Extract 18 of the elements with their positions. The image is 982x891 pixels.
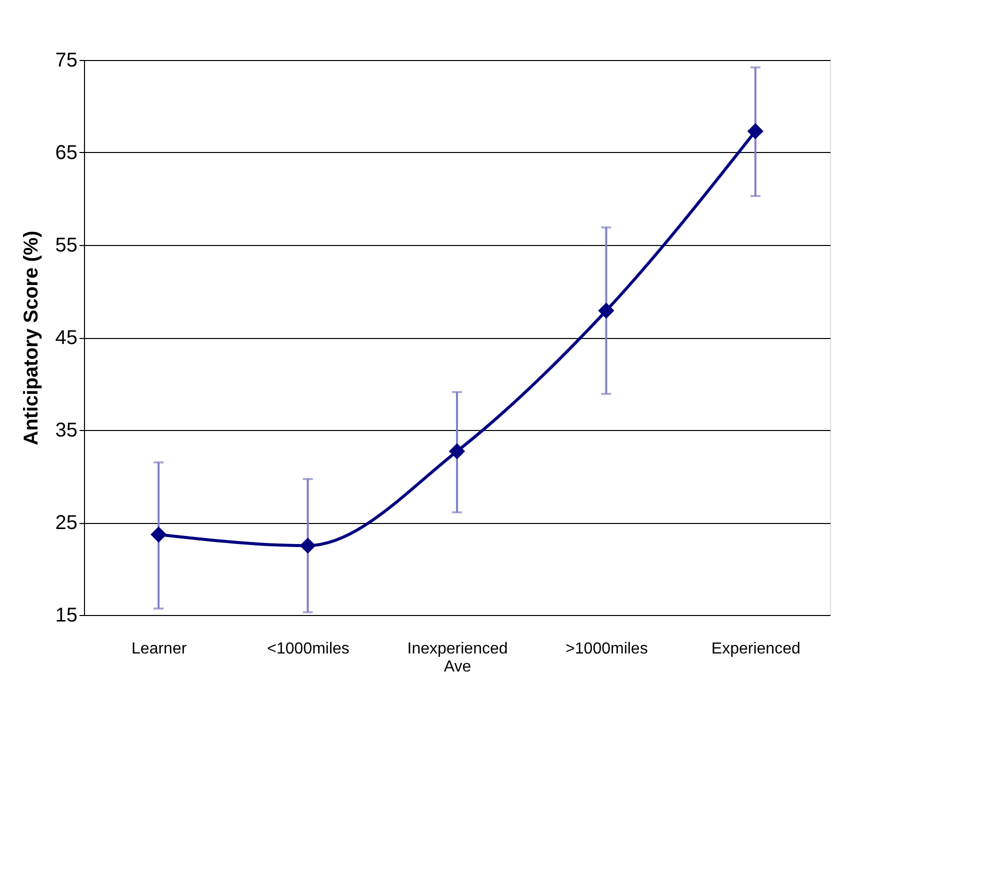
y-axis-title: Anticipatory Score (%) [20,230,42,446]
x-tick-label: >1000miles [566,640,648,658]
point [300,538,316,554]
x-tick-label: Experienced [711,640,800,658]
point [747,123,764,140]
x-tick-label: Learner [132,640,188,658]
y-tick-label: 15 [55,604,78,626]
y-tick-label: 75 [55,50,78,72]
point [598,302,614,319]
y-tick-label: 35 [55,420,78,442]
y-tick-label: 55 [55,234,78,256]
y-tick-label: 25 [55,512,78,534]
x-tick-label: <1000miles [267,640,350,658]
y-tick-label: 65 [55,142,78,164]
point [150,526,167,543]
point [448,443,466,460]
y-tick-label: 45 [55,327,78,349]
x-tick-label: Inexperienced Ave [407,640,508,676]
